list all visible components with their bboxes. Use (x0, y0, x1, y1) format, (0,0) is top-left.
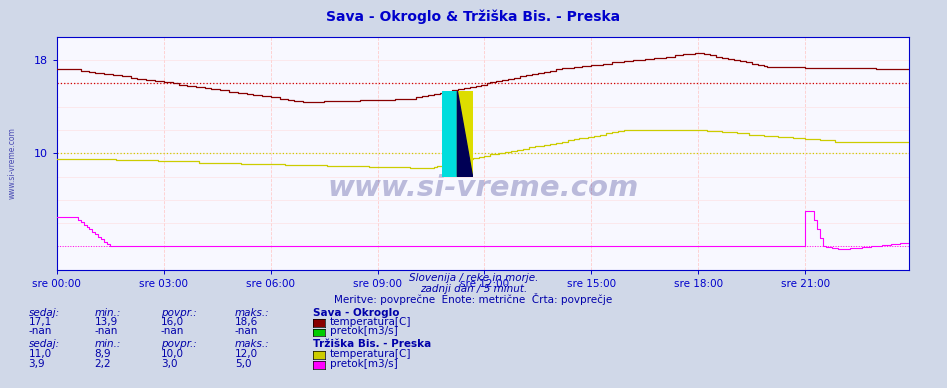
Text: zadnji dan / 5 minut.: zadnji dan / 5 minut. (420, 284, 527, 294)
Text: 18,6: 18,6 (235, 317, 259, 327)
Text: Tržiška Bis. - Preska: Tržiška Bis. - Preska (313, 339, 431, 349)
Text: povpr.:: povpr.: (161, 308, 197, 318)
Text: 17,1: 17,1 (28, 317, 52, 327)
Text: povpr.:: povpr.: (161, 339, 197, 349)
Text: 16,0: 16,0 (161, 317, 184, 327)
Text: 3,0: 3,0 (161, 359, 177, 369)
Text: Slovenija / reke in morje.: Slovenija / reke in morje. (409, 273, 538, 283)
Text: sedaj:: sedaj: (28, 339, 60, 349)
Text: 10,0: 10,0 (161, 349, 184, 359)
Text: Sava - Okroglo & Tržiška Bis. - Preska: Sava - Okroglo & Tržiška Bis. - Preska (327, 10, 620, 24)
Text: maks.:: maks.: (235, 339, 270, 349)
Text: 2,2: 2,2 (95, 359, 112, 369)
Text: temperatura[C]: temperatura[C] (330, 317, 411, 327)
Text: 3,9: 3,9 (28, 359, 45, 369)
Text: pretok[m3/s]: pretok[m3/s] (330, 359, 398, 369)
Text: 11,0: 11,0 (28, 349, 51, 359)
Text: pretok[m3/s]: pretok[m3/s] (330, 326, 398, 336)
Text: 8,9: 8,9 (95, 349, 112, 359)
Text: -nan: -nan (235, 326, 259, 336)
Bar (457, 91, 473, 177)
Text: 13,9: 13,9 (95, 317, 118, 327)
Text: Meritve: povprečne  Enote: metrične  Črta: povprečje: Meritve: povprečne Enote: metrične Črta:… (334, 293, 613, 305)
Text: maks.:: maks.: (235, 308, 270, 318)
Text: -nan: -nan (95, 326, 118, 336)
Text: www.si-vreme.com: www.si-vreme.com (8, 127, 17, 199)
Text: min.:: min.: (95, 308, 121, 318)
Polygon shape (457, 91, 473, 177)
Text: -nan: -nan (161, 326, 185, 336)
Text: min.:: min.: (95, 339, 121, 349)
Text: temperatura[C]: temperatura[C] (330, 349, 411, 359)
Text: Sava - Okroglo: Sava - Okroglo (313, 308, 399, 318)
Text: -nan: -nan (28, 326, 52, 336)
Bar (442, 91, 457, 177)
Text: sedaj:: sedaj: (28, 308, 60, 318)
Text: www.si-vreme.com: www.si-vreme.com (328, 174, 638, 202)
Text: 12,0: 12,0 (235, 349, 258, 359)
Text: 5,0: 5,0 (235, 359, 251, 369)
